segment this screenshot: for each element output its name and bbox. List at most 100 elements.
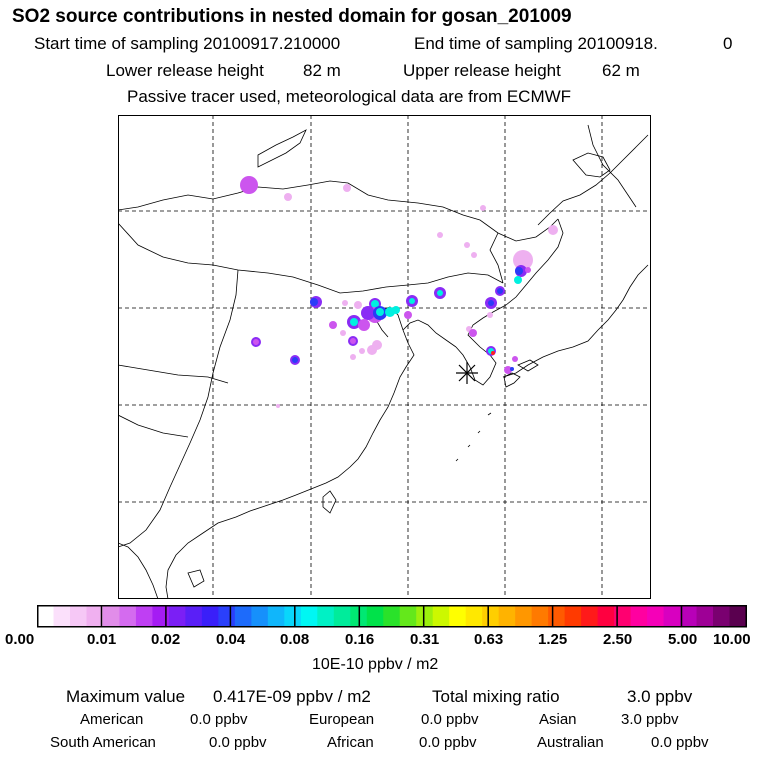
colorbar-cell (416, 605, 434, 627)
plume-spot (437, 290, 443, 296)
colorbar-cell (449, 605, 467, 627)
map-frame (118, 115, 651, 599)
total-mixing-label: Total mixing ratio (432, 687, 560, 706)
region-south-american-label: South American (50, 734, 156, 751)
colorbar-cell (102, 605, 121, 627)
colorbar-cell (515, 605, 533, 627)
colorbar-cell (53, 605, 71, 627)
colorbar-cell (548, 605, 566, 627)
plume-spot (504, 366, 512, 374)
colorbar-tick-label: 0.16 (345, 631, 375, 648)
region-african-value: 0.0 ppbv (419, 734, 477, 751)
region-australian-label: Australian (537, 734, 604, 751)
colorbar-cell (317, 605, 335, 627)
colorbar-tick-label: 0.00 (5, 631, 35, 648)
plume-spot (361, 306, 375, 320)
region-european-value: 0.0 ppbv (421, 711, 479, 728)
region-african-label: African (327, 734, 374, 751)
colorbar-cell (37, 605, 55, 627)
plume-spot (512, 356, 518, 362)
colorbar-cell (201, 605, 219, 627)
plume-spot (510, 367, 514, 371)
plume-spot (487, 312, 493, 318)
region-asian-value: 3.0 ppbv (621, 711, 679, 728)
plume-spot (525, 267, 531, 273)
plume-spot (292, 357, 298, 363)
total-mixing-value: 3.0 ppbv (627, 687, 693, 706)
map-panel (118, 115, 651, 599)
plume-layer (240, 176, 558, 408)
region-asian-label: Asian (539, 711, 577, 728)
plume-spot (548, 225, 558, 235)
colorbar-tick-label: 2.50 (603, 631, 633, 648)
colorbar-tick-label: 0.31 (410, 631, 440, 648)
colorbar-cell (119, 605, 137, 627)
plume-spot (358, 319, 370, 331)
plume-spot (340, 330, 346, 336)
colorbar-cell (300, 605, 318, 627)
plume-spot (471, 252, 477, 258)
plume-spot (329, 321, 337, 329)
plume-spot (464, 242, 470, 248)
plume-spot (253, 339, 259, 345)
plume-spot (276, 404, 280, 408)
colorbar-tick-label: 0.08 (280, 631, 310, 648)
plume-spot (359, 348, 365, 354)
region-american-label: American (80, 711, 144, 728)
colorbar-tick-label: 10.00 (713, 631, 751, 648)
region-south-american-value: 0.0 ppbv (209, 734, 267, 751)
colorbar-cell (267, 605, 285, 627)
plume-spot (240, 176, 258, 194)
colorbar-cell (234, 605, 252, 627)
colorbar-cell (663, 605, 681, 627)
plume-spot (497, 288, 503, 294)
colorbar-cell (333, 605, 351, 627)
colorbar-tick-label: 5.00 (668, 631, 698, 648)
coastlines (118, 124, 649, 599)
region-australian-value: 0.0 ppbv (651, 734, 709, 751)
colorbar-cell (630, 605, 648, 627)
colorbar-cell (86, 605, 104, 627)
lower-height-value: 82 m (303, 61, 341, 80)
page-title: SO2 source contributions in nested domai… (12, 6, 572, 27)
colorbar-cell (482, 605, 500, 627)
colorbar-cell (564, 605, 582, 627)
colorbar-cell (135, 605, 154, 627)
upper-height-label: Upper release height (403, 61, 561, 80)
colorbar-tick-label: 0.04 (216, 631, 246, 648)
colorbar (37, 605, 747, 628)
colorbar-tick-label: 0.01 (87, 631, 117, 648)
colorbar-tick-label: 0.02 (151, 631, 181, 648)
colorbar-cell (152, 605, 170, 627)
plume-spot (404, 311, 412, 319)
plume-spot (310, 298, 318, 306)
plume-spot (376, 308, 384, 316)
colorbar-tick-label: 1.25 (538, 631, 568, 648)
plume-spot (350, 338, 356, 344)
plume-spot (343, 184, 351, 192)
colorbar-cell (168, 605, 186, 627)
lower-height-label: Lower release height (106, 61, 264, 80)
colorbar-cell (581, 605, 599, 627)
start-time-label: Start time of sampling 20100917.210000 (34, 34, 341, 53)
plume-spot (371, 300, 379, 308)
end-time-label: End time of sampling 20100918. (414, 34, 658, 53)
plume-spot (350, 354, 356, 360)
plume-spot (491, 351, 495, 355)
colorbar-cell (597, 605, 615, 627)
colorbar-frame (37, 605, 747, 628)
asterisk-icon (456, 362, 478, 384)
colorbar-cell (69, 605, 88, 627)
max-value-label: Maximum value (66, 687, 186, 706)
plume-spot (437, 232, 443, 238)
plume-spot (514, 276, 522, 284)
colorbar-unit: 10E-10 ppbv / m2 (312, 656, 439, 673)
upper-height-value: 62 m (602, 61, 640, 80)
colorbar-cell (218, 605, 236, 627)
colorbar-cell (696, 605, 714, 627)
plume-spot (354, 301, 362, 309)
colorbar-cell (399, 605, 417, 627)
colorbar-cell (713, 605, 731, 627)
region-american-value: 0.0 ppbv (190, 711, 248, 728)
colorbar-cell (531, 605, 549, 627)
